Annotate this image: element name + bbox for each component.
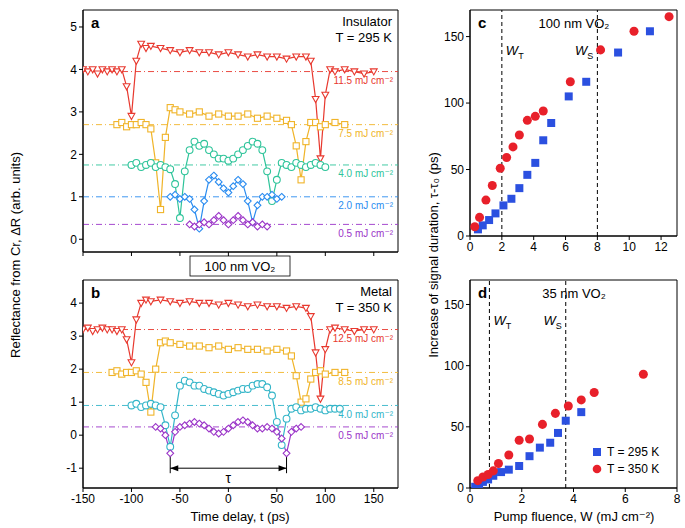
svg-text:4: 4 xyxy=(530,240,537,254)
svg-text:4.0 mJ cm⁻²: 4.0 mJ cm⁻² xyxy=(338,168,393,179)
svg-text:-100: -100 xyxy=(119,492,143,506)
svg-text:WS: WS xyxy=(575,43,593,61)
svg-text:0: 0 xyxy=(70,233,77,247)
svg-text:11.5 mJ cm⁻²: 11.5 mJ cm⁻² xyxy=(333,75,393,86)
svg-text:0.5 mJ cm⁻²: 0.5 mJ cm⁻² xyxy=(338,430,393,441)
svg-text:-1: -1 xyxy=(66,461,77,475)
svg-text:8: 8 xyxy=(674,492,677,506)
svg-text:2: 2 xyxy=(518,492,525,506)
svg-text:6: 6 xyxy=(622,492,629,506)
svg-text:100 nm VO₂: 100 nm VO₂ xyxy=(205,259,276,274)
svg-text:-50: -50 xyxy=(171,492,189,506)
svg-text:T = 295 K: T = 295 K xyxy=(336,30,393,45)
svg-text:100 nm VO₂: 100 nm VO₂ xyxy=(539,16,610,31)
svg-text:T = 295 K: T = 295 K xyxy=(607,445,659,459)
svg-text:1: 1 xyxy=(70,190,77,204)
svg-text:Reflectance from Cr, ΔR (arb.: Reflectance from Cr, ΔR (arb. units) xyxy=(8,152,23,358)
svg-text:0: 0 xyxy=(457,229,464,243)
svg-text:WT: WT xyxy=(506,43,524,61)
svg-text:c: c xyxy=(478,14,486,31)
svg-text:100: 100 xyxy=(444,96,464,110)
svg-text:b: b xyxy=(91,284,100,301)
svg-text:7.5 mJ cm⁻²: 7.5 mJ cm⁻² xyxy=(338,128,393,139)
svg-text:12.5 mJ cm⁻²: 12.5 mJ cm⁻² xyxy=(333,333,394,344)
svg-text:150: 150 xyxy=(364,492,384,506)
svg-text:0.5 mJ cm⁻²: 0.5 mJ cm⁻² xyxy=(338,228,393,239)
svg-text:50: 50 xyxy=(270,492,284,506)
svg-text:-150: -150 xyxy=(71,492,95,506)
svg-text:Increase of signal duration, τ: Increase of signal duration, τ-τ₀ (ps) xyxy=(426,152,441,358)
svg-text:2: 2 xyxy=(499,240,506,254)
svg-text:150: 150 xyxy=(444,30,464,44)
svg-text:2.0 mJ cm⁻²: 2.0 mJ cm⁻² xyxy=(338,200,393,211)
svg-text:2: 2 xyxy=(70,362,77,376)
svg-text:2: 2 xyxy=(70,148,77,162)
svg-text:4: 4 xyxy=(70,63,77,77)
svg-text:T = 350 K: T = 350 K xyxy=(607,462,659,476)
svg-text:T = 350 K: T = 350 K xyxy=(336,300,393,315)
svg-text:12: 12 xyxy=(654,240,668,254)
svg-text:Insulator: Insulator xyxy=(342,14,393,29)
svg-text:100: 100 xyxy=(444,359,464,373)
svg-text:a: a xyxy=(91,14,100,31)
svg-text:0: 0 xyxy=(457,481,464,495)
svg-text:150: 150 xyxy=(444,298,464,312)
svg-text:100: 100 xyxy=(315,492,335,506)
svg-text:Pump fluence, W (mJ cm⁻²): Pump fluence, W (mJ cm⁻²) xyxy=(494,509,655,524)
svg-text:0: 0 xyxy=(70,428,77,442)
svg-text:τ: τ xyxy=(226,470,232,486)
svg-text:WS: WS xyxy=(543,313,561,331)
svg-text:0: 0 xyxy=(467,240,474,254)
svg-text:d: d xyxy=(478,284,487,301)
svg-text:1: 1 xyxy=(70,395,77,409)
svg-text:Metal: Metal xyxy=(360,284,392,299)
svg-text:50: 50 xyxy=(451,420,465,434)
svg-text:Time delay, t (ps): Time delay, t (ps) xyxy=(191,509,290,524)
svg-text:6: 6 xyxy=(562,240,569,254)
svg-text:3: 3 xyxy=(70,105,77,119)
svg-text:8.5 mJ cm⁻²: 8.5 mJ cm⁻² xyxy=(338,376,393,387)
svg-text:4: 4 xyxy=(570,492,577,506)
svg-text:35 nm VO₂: 35 nm VO₂ xyxy=(542,286,606,301)
svg-text:8: 8 xyxy=(594,240,601,254)
svg-text:5: 5 xyxy=(70,20,77,34)
svg-text:10: 10 xyxy=(623,240,637,254)
svg-text:50: 50 xyxy=(451,163,465,177)
svg-text:0: 0 xyxy=(225,492,232,506)
svg-text:3: 3 xyxy=(70,329,77,343)
svg-text:4.0 mJ cm⁻²: 4.0 mJ cm⁻² xyxy=(338,409,393,420)
svg-text:4: 4 xyxy=(70,296,77,310)
svg-text:0: 0 xyxy=(467,492,474,506)
svg-text:WT: WT xyxy=(493,313,511,331)
